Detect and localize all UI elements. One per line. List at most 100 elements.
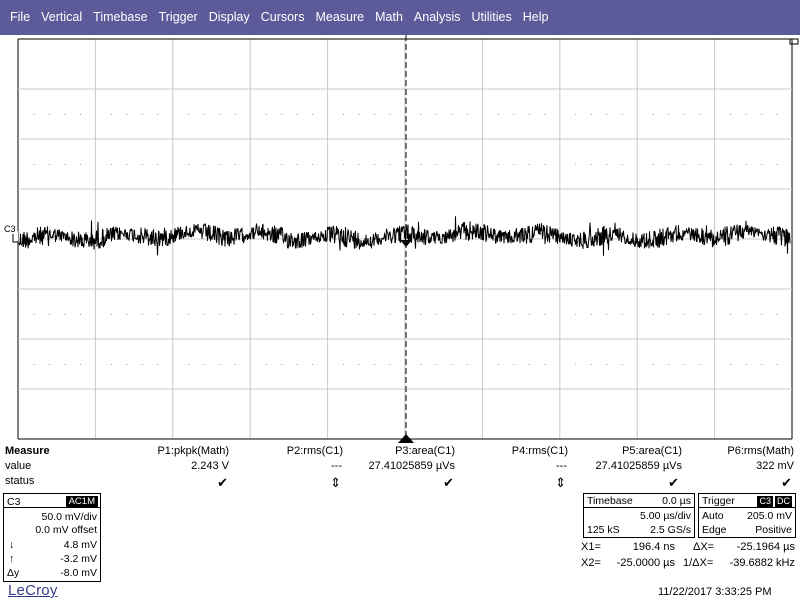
grid-minor-tick — [33, 164, 35, 165]
grid-minor-tick — [79, 164, 81, 165]
param-p5-name[interactable]: P5:area(C1) — [622, 445, 682, 457]
channel-box-divider — [4, 507, 100, 508]
grid-minor-tick — [466, 314, 468, 315]
channel-descriptor-box[interactable]: C3 AC1M 50.0 mV/div 0.0 mV offset ↓ 4.8 … — [3, 493, 101, 582]
grid-minor-tick — [157, 364, 159, 365]
grid-minor-tick — [606, 164, 608, 165]
grid-minor-tick — [64, 114, 66, 115]
value-row-label: value — [5, 460, 32, 472]
grid-minor-tick — [761, 314, 763, 315]
grid-minor-tick — [374, 164, 376, 165]
param-p6-name[interactable]: P6:rms(Math) — [727, 445, 794, 457]
measure-header-row: Measure P1:pkpk(Math) P2:rms(C1) P3:area… — [0, 445, 800, 461]
grid-minor-tick — [79, 114, 81, 115]
menu-file[interactable]: File — [10, 10, 31, 24]
waveform-grid[interactable]: C3 — [0, 35, 800, 445]
grid-minor-tick — [296, 164, 298, 165]
grid-minor-tick — [544, 114, 546, 115]
menu-help[interactable]: Help — [522, 10, 549, 24]
param-p1-status-icon: ✔ — [217, 475, 228, 490]
delta-y-label: Δy — [7, 567, 20, 579]
grid-minor-tick — [544, 314, 546, 315]
grid-minor-tick — [296, 314, 298, 315]
grid-minor-tick — [358, 314, 360, 315]
delta-y-value: -8.0 mV — [60, 567, 97, 579]
grid-minor-tick — [435, 364, 437, 365]
grid-minor-tick — [745, 364, 747, 365]
date-time: 11/22/2017 3:33:25 PM — [658, 586, 772, 598]
grid-minor-tick — [234, 364, 236, 365]
grid-minor-tick — [761, 364, 763, 365]
grid-minor-tick — [141, 314, 143, 315]
grid-minor-tick — [343, 114, 345, 115]
cursor-invdx-label: 1/ΔX= — [683, 557, 714, 569]
menu-math[interactable]: Math — [375, 10, 403, 24]
menu-analysis[interactable]: Analysis — [413, 10, 461, 24]
grid-minor-tick — [265, 364, 267, 365]
grid-minor-tick — [575, 364, 577, 365]
ground-marker — [12, 234, 18, 243]
menu-trigger[interactable]: Trigger — [158, 10, 198, 24]
grid-minor-tick — [389, 314, 391, 315]
grid-minor-tick — [745, 314, 747, 315]
grid-minor-tick — [48, 364, 50, 365]
grid-minor-tick — [544, 364, 546, 365]
grid-minor-tick — [343, 364, 345, 365]
grid-minor-tick — [312, 114, 314, 115]
scroll-indicator[interactable] — [789, 38, 799, 45]
menu-timebase[interactable]: Timebase — [93, 10, 148, 24]
grid-minor-tick — [590, 314, 592, 315]
grid-minor-tick — [590, 164, 592, 165]
grid-minor-tick — [374, 364, 376, 365]
grid-minor-tick — [652, 164, 654, 165]
trigger-source-badges: C3 DC — [755, 495, 792, 507]
param-p2-name[interactable]: P2:rms(C1) — [286, 445, 343, 457]
menu-cursors[interactable]: Cursors — [260, 10, 305, 24]
timebase-title: Timebase — [587, 495, 633, 507]
channel-offset: 0.0 mV offset — [35, 524, 97, 536]
param-p3-name[interactable]: P3:area(C1) — [395, 445, 455, 457]
lecroy-logo: LeCroy — [8, 582, 58, 599]
grid-minor-tick — [281, 114, 283, 115]
grid-minor-tick — [451, 314, 453, 315]
grid-minor-tick — [513, 314, 515, 315]
menu-vertical[interactable]: Vertical — [41, 10, 83, 24]
grid-minor-tick — [110, 114, 112, 115]
channel-vdiv: 50.0 mV/div — [41, 511, 97, 523]
timebase-samples: 125 kS — [587, 524, 620, 536]
grid-minor-tick — [265, 164, 267, 165]
timebase-delay: 0.0 µs — [662, 495, 691, 507]
measure-status-row: status ✔ ⇕ ✔ ⇕ ✔ ✔ — [0, 475, 800, 491]
grid-minor-tick — [64, 164, 66, 165]
grid-minor-tick — [683, 364, 685, 365]
grid-minor-tick — [281, 314, 283, 315]
measure-table: Measure P1:pkpk(Math) P2:rms(C1) P3:area… — [0, 445, 800, 491]
grid-minor-tick — [265, 114, 267, 115]
grid-minor-tick — [652, 314, 654, 315]
menu-measure[interactable]: Measure — [315, 10, 365, 24]
grid-minor-tick — [188, 314, 190, 315]
grid-minor-tick — [683, 314, 685, 315]
grid-minor-tick — [730, 364, 732, 365]
grid-minor-tick — [374, 314, 376, 315]
trigger-box[interactable]: Trigger C3 DC Auto 205.0 mV Edge Positive — [698, 493, 796, 538]
measure-value-row: value 2.243 V --- 27.41025859 µVs --- 27… — [0, 460, 800, 476]
grid-minor-tick — [528, 164, 530, 165]
grid-minor-tick — [203, 314, 205, 315]
param-p2-status-icon: ⇕ — [330, 475, 341, 490]
grid-minor-tick — [281, 364, 283, 365]
timebase-box[interactable]: Timebase 0.0 µs 5.00 µs/div 125 kS 2.5 G… — [583, 493, 695, 538]
trigger-coupling-badge: DC — [775, 496, 792, 507]
grid-minor-tick — [188, 364, 190, 365]
measure-title: Measure — [5, 445, 50, 457]
param-p3-status-icon: ✔ — [443, 475, 454, 490]
cursor-marker-icon[interactable] — [400, 240, 412, 247]
channel-marker-label: C3 — [4, 224, 16, 234]
param-p1-name[interactable]: P1:pkpk(Math) — [157, 445, 229, 457]
param-p4-name[interactable]: P4:rms(C1) — [511, 445, 568, 457]
menu-utilities[interactable]: Utilities — [471, 10, 512, 24]
menu-display[interactable]: Display — [208, 10, 250, 24]
channel-marker — [6, 231, 18, 241]
grid-minor-tick — [513, 164, 515, 165]
grid-minor-tick — [451, 364, 453, 365]
